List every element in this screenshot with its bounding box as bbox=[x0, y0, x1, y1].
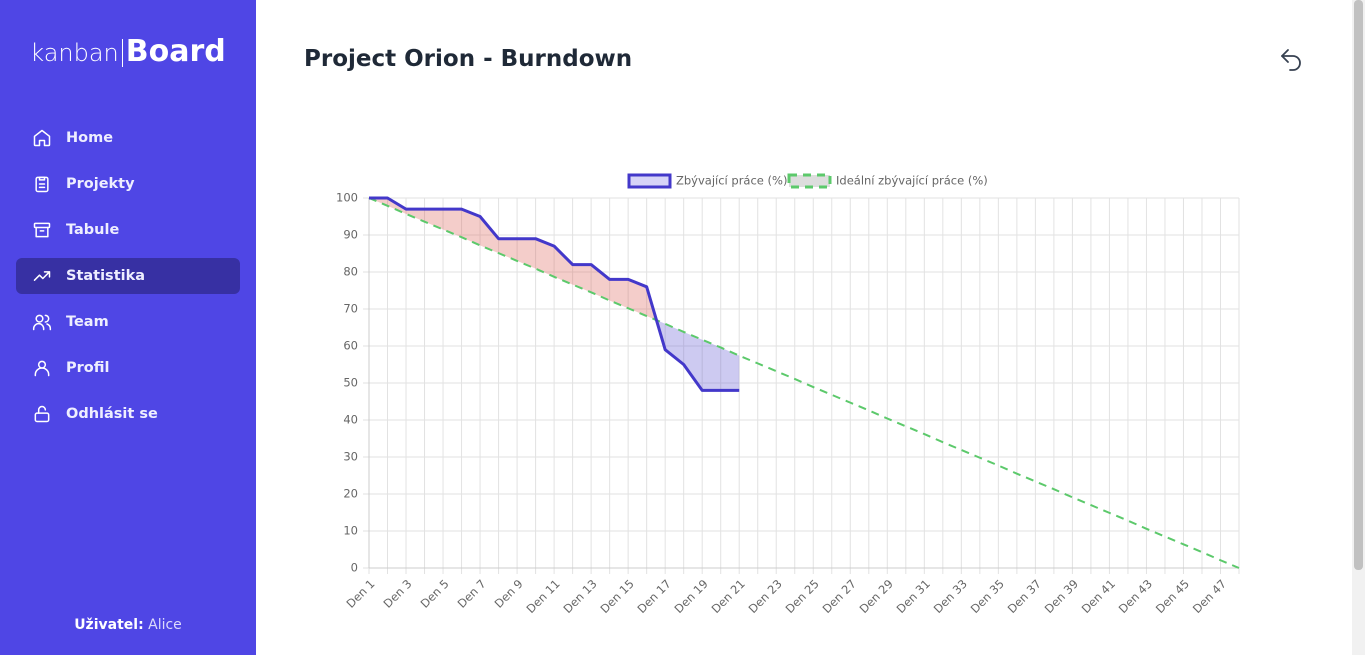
series-line bbox=[368, 197, 1240, 569]
x-tick-label: Den 9 bbox=[492, 577, 526, 611]
x-tick-label: Den 5 bbox=[418, 577, 452, 611]
difference-fill bbox=[591, 264, 610, 301]
x-tick-label: Den 1 bbox=[344, 577, 378, 611]
y-tick-label: 20 bbox=[343, 487, 358, 501]
difference-fill bbox=[554, 246, 573, 285]
x-tick-label: Den 19 bbox=[672, 577, 711, 616]
y-tick-label: 90 bbox=[343, 228, 358, 242]
nav-label: Home bbox=[66, 130, 114, 146]
nav-icon bbox=[33, 129, 51, 147]
x-tick-label: Den 7 bbox=[455, 577, 489, 611]
nav-icon bbox=[34, 405, 50, 423]
x-tick-label: Den 3 bbox=[381, 577, 415, 611]
x-tick-label: Den 35 bbox=[968, 577, 1007, 616]
y-tick-label: 80 bbox=[343, 265, 358, 279]
difference-fill bbox=[461, 209, 481, 246]
y-tick-label: 100 bbox=[336, 191, 358, 205]
difference-fill bbox=[572, 264, 592, 293]
logo-bold: Board bbox=[125, 34, 226, 69]
sidebar: kanban Board Home Projekty Tabule Statistika… bbox=[0, 0, 256, 655]
x-tick-label: Den 11 bbox=[523, 577, 562, 616]
nav-label: Profil bbox=[66, 360, 110, 376]
difference-fill bbox=[480, 216, 499, 254]
difference-fill bbox=[720, 347, 740, 391]
difference-fill bbox=[369, 198, 388, 206]
x-tick-label: Den 15 bbox=[597, 577, 636, 616]
y-tick-label: 40 bbox=[343, 413, 358, 427]
nav-label: Statistika bbox=[66, 268, 146, 284]
difference-fill bbox=[443, 209, 462, 238]
difference-fill bbox=[424, 209, 444, 230]
nav-label: Team bbox=[66, 314, 109, 330]
legend-label: Zbývající práce (%) bbox=[676, 174, 787, 188]
nav-item[interactable]: Odhlásit se bbox=[16, 396, 240, 432]
x-tick-label: Den 13 bbox=[560, 577, 599, 616]
logo[interactable]: kanban Board bbox=[0, 34, 256, 69]
difference-fill bbox=[702, 339, 721, 391]
x-tick-label: Den 29 bbox=[857, 577, 896, 616]
difference-fill bbox=[683, 331, 703, 391]
x-tick-label: Den 39 bbox=[1042, 577, 1081, 616]
page-title: Project Orion - Burndown bbox=[304, 46, 633, 72]
nav-label: Tabule bbox=[66, 222, 120, 238]
nav-item[interactable]: Statistika bbox=[16, 258, 240, 294]
x-tick-label: Den 21 bbox=[709, 577, 748, 616]
legend-item: Zbývající práce (%) bbox=[627, 173, 787, 189]
x-tick-label: Den 47 bbox=[1190, 577, 1229, 616]
back-button[interactable] bbox=[1279, 47, 1303, 71]
y-tick-label: 30 bbox=[343, 450, 358, 464]
x-tick-label: Den 23 bbox=[746, 577, 785, 616]
nav-label: Odhlásit se bbox=[66, 406, 158, 422]
legend-item: Ideální zbývající práce (%) bbox=[787, 173, 988, 189]
x-tick-label: Den 37 bbox=[1005, 577, 1044, 616]
nav-item[interactable]: Home bbox=[16, 120, 240, 156]
difference-fill bbox=[498, 238, 518, 261]
user-info: Uživatel: Alice bbox=[0, 617, 256, 633]
nav-icon bbox=[33, 271, 51, 281]
nav-item[interactable]: Projekty bbox=[16, 166, 240, 202]
x-tick-label: Den 31 bbox=[894, 577, 933, 616]
y-tick-label: 10 bbox=[343, 524, 358, 538]
difference-fill bbox=[609, 279, 629, 309]
y-tick-label: 60 bbox=[343, 339, 358, 353]
user-label: Uživatel: bbox=[74, 617, 144, 633]
difference-fill bbox=[406, 209, 425, 222]
y-tick-label: 0 bbox=[351, 561, 358, 575]
x-tick-label: Den 27 bbox=[820, 577, 859, 616]
x-tick-label: Den 41 bbox=[1079, 577, 1118, 616]
user-name: Alice bbox=[148, 617, 182, 633]
nav-item[interactable]: Profil bbox=[16, 350, 240, 386]
difference-fill bbox=[628, 279, 647, 317]
y-tick-label: 50 bbox=[343, 376, 358, 390]
x-tick-label: Den 43 bbox=[1116, 577, 1155, 616]
difference-fill bbox=[665, 323, 684, 365]
scrollbar-thumb[interactable] bbox=[1354, 0, 1363, 570]
legend-label: Ideální zbývající práce (%) bbox=[836, 174, 988, 188]
x-tick-label: Den 33 bbox=[931, 577, 970, 616]
series-line bbox=[369, 196, 740, 392]
nav-label: Projekty bbox=[66, 176, 135, 192]
legend-swatch bbox=[787, 173, 832, 189]
nav-item[interactable]: Tabule bbox=[16, 212, 240, 248]
x-tick-label: Den 45 bbox=[1153, 577, 1192, 616]
nav-icon bbox=[34, 360, 50, 377]
logo-light: kanban bbox=[30, 39, 123, 67]
nav-icon bbox=[33, 222, 51, 238]
nav-item[interactable]: Team bbox=[16, 304, 240, 340]
y-tick-label: 70 bbox=[343, 302, 358, 316]
legend-swatch bbox=[627, 173, 672, 189]
nav-icon bbox=[35, 176, 49, 193]
difference-fill bbox=[517, 238, 536, 269]
x-tick-label: Den 17 bbox=[635, 577, 674, 616]
x-tick-label: Den 25 bbox=[783, 577, 822, 616]
difference-fill bbox=[535, 238, 555, 277]
nav-icon bbox=[32, 314, 52, 331]
